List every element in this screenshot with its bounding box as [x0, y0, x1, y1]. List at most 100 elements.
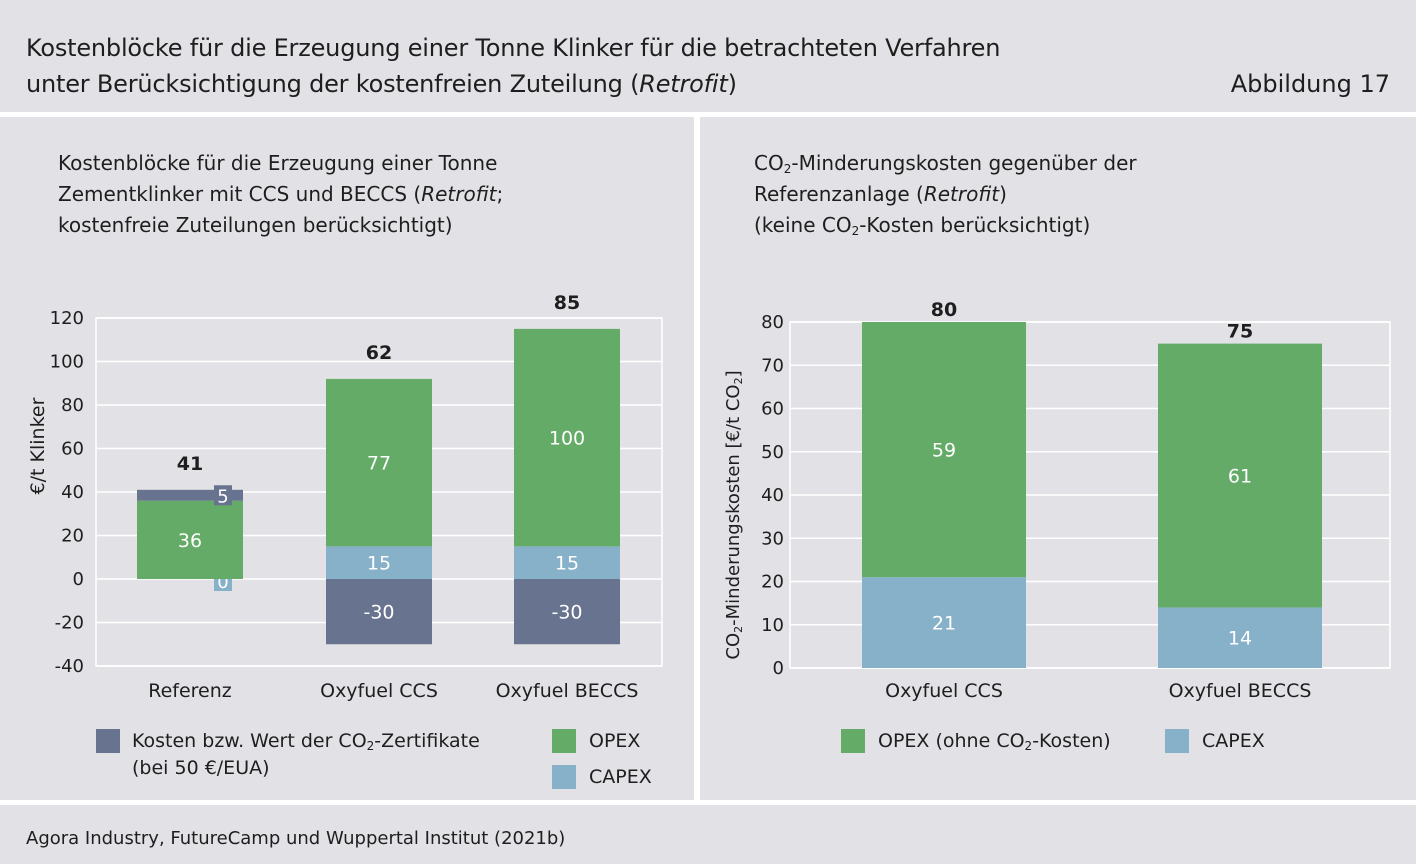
bar-segment-capex [326, 546, 432, 579]
legend-certificates-end: -Zertifikate [374, 730, 480, 752]
x-category-label: Oxyfuel CCS [885, 680, 1003, 702]
y-tick-label: 50 [761, 442, 784, 463]
y-tick-label: 70 [761, 355, 784, 376]
legend-label-capex-right: CAPEX [1202, 730, 1265, 752]
bar-segment-opex [862, 322, 1026, 578]
right-panel-title: CO2-Minderungskosten gegenüber der Refer… [754, 148, 1137, 241]
footer-divider [0, 800, 1416, 805]
figure-title-line2-text: unter Berücksichtigung der kostenfreien … [26, 70, 640, 98]
bar-segment-label: 5 [217, 486, 228, 507]
bar-segment-label: 15 [367, 553, 391, 575]
y-axis-title-sub: 2 [732, 626, 745, 633]
legend-label-opex: OPEX [589, 730, 641, 752]
y-tick-label: 40 [61, 482, 84, 503]
bar-segment-label: 59 [932, 440, 956, 462]
y-axis-title-part: ] [723, 370, 744, 377]
bar-segment-opex [1158, 343, 1322, 608]
bar-total-label: 41 [177, 453, 203, 475]
y-axis-title-part: CO [723, 633, 744, 660]
right-title-italic: Retrofit [923, 182, 1000, 206]
y-tick-label: -40 [55, 656, 84, 677]
left-title-line2-text: Zementklinker mit CCS und BECCS ( [58, 182, 422, 206]
bar-segment-label: 14 [1228, 628, 1252, 650]
source-note: Agora Industry, FutureCamp und Wuppertal… [26, 828, 566, 849]
bar-segment-label: 0 [217, 572, 228, 593]
y-tick-label: 60 [761, 399, 784, 420]
bar-segment-opex [514, 328, 620, 547]
bar-segment-label: -30 [551, 602, 582, 624]
bar-total-label: 85 [554, 292, 580, 314]
bar-segment-label: 36 [178, 530, 202, 552]
left-panel-title: Kostenblöcke für die Erzeugung einer Ton… [58, 148, 503, 241]
left-title-italic: Retrofit [421, 182, 497, 206]
legend-swatch-opex [552, 729, 576, 753]
bar-segment-label: 21 [932, 613, 956, 635]
y-tick-label: 60 [61, 439, 84, 460]
left-title-line2: Zementklinker mit CCS und BECCS (Retrofi… [58, 179, 503, 210]
right-title-line2-text: Referenzanlage ( [754, 182, 924, 206]
figure-title: Kostenblöcke für die Erzeugung einer Ton… [26, 30, 1000, 102]
bar-segment-certificates [514, 579, 620, 645]
y-tick-label: 30 [761, 528, 784, 549]
y-tick-label: 20 [61, 526, 84, 547]
legend-swatch-certificates [96, 729, 120, 753]
legend-swatch-opex-right [841, 729, 865, 753]
figure-header: Kostenblöcke für die Erzeugung einer Ton… [0, 0, 1416, 110]
legend-opex-right-text: OPEX (ohne CO [878, 730, 1025, 752]
x-category-label: Oxyfuel BECCS [1169, 680, 1312, 702]
right-title-line1-text: CO [754, 151, 784, 175]
y-tick-label: -20 [55, 613, 84, 634]
bar-segment-label: 100 [549, 428, 585, 450]
left-title-line2-end: ; [496, 182, 504, 206]
x-category-label: Oxyfuel BECCS [496, 680, 639, 702]
figure-title-italic: Retrofit [639, 70, 728, 98]
bar-total-label: 62 [366, 342, 392, 364]
y-axis-title: CO2-Minderungskosten [€/t CO2] [723, 370, 745, 659]
legend-certificates-text: Kosten bzw. Wert der CO [132, 730, 367, 752]
y-tick-label: 20 [761, 572, 784, 593]
bar-total-label: 80 [931, 299, 957, 321]
right-title-line3-text: (keine CO [754, 213, 852, 237]
right-title-line3: (keine CO2-Kosten berücksichtigt) [754, 210, 1137, 241]
panel-divider [694, 117, 700, 800]
right-title-line2: Referenzanlage (Retrofit) [754, 179, 1137, 210]
y-tick-label: 10 [761, 615, 784, 636]
legend-swatch-capex [552, 765, 576, 789]
x-category-label: Referenz [148, 680, 232, 702]
legend-opex-right-sub: 2 [1024, 739, 1033, 753]
right-title-line1: CO2-Minderungskosten gegenüber der [754, 148, 1137, 179]
bar-label-box-certificates [214, 485, 232, 506]
y-axis-title-sub: 2 [732, 377, 745, 384]
bar-total-label: 75 [1227, 321, 1253, 343]
y-tick-label: 0 [773, 658, 784, 679]
y-axis-title: €/t Klinker [27, 397, 49, 494]
bar-segment-opex [137, 500, 243, 579]
bar-segment-certificates [326, 579, 432, 645]
bar-segment-label: -30 [363, 602, 394, 624]
bar-segment-capex [514, 546, 620, 579]
figure-number: Abbildung 17 [1230, 70, 1390, 98]
y-tick-label: 40 [761, 485, 784, 506]
y-axis-title-part: -Minderungskosten [€/t CO [723, 384, 744, 625]
y-tick-label: 120 [50, 308, 84, 329]
figure-title-line2-end: ) [727, 70, 737, 98]
y-tick-label: 100 [50, 352, 84, 373]
x-category-label: Oxyfuel CCS [320, 680, 438, 702]
left-title-line3: kostenfreie Zuteilungen berücksichtigt) [58, 213, 453, 237]
legend-label-opex-right: OPEX (ohne CO2-Kosten) [878, 728, 1111, 755]
legend-label-capex: CAPEX [589, 766, 652, 788]
figure-title-line1: Kostenblöcke für die Erzeugung einer Ton… [26, 34, 1001, 62]
bar-segment-capex [1158, 607, 1322, 668]
bar-segment-opex [326, 378, 432, 547]
right-title-line1-end: -Minderungskosten gegenüber der [791, 151, 1137, 175]
bar-segment-certificates [137, 489, 243, 501]
header-divider [0, 112, 1416, 117]
legend-certificates-line2: (bei 50 €/EUA) [132, 757, 270, 779]
legend-label-certificates: Kosten bzw. Wert der CO2-Zertifikate (be… [132, 728, 480, 782]
right-title-line1-sub: 2 [783, 162, 792, 176]
figure-title-line2: unter Berücksichtigung der kostenfreien … [26, 66, 1000, 102]
bar-segment-label: 15 [555, 553, 579, 575]
right-title-line3-end: -Kosten berücksichtigt) [859, 213, 1091, 237]
legend-opex-right-end: -Kosten) [1032, 730, 1111, 752]
